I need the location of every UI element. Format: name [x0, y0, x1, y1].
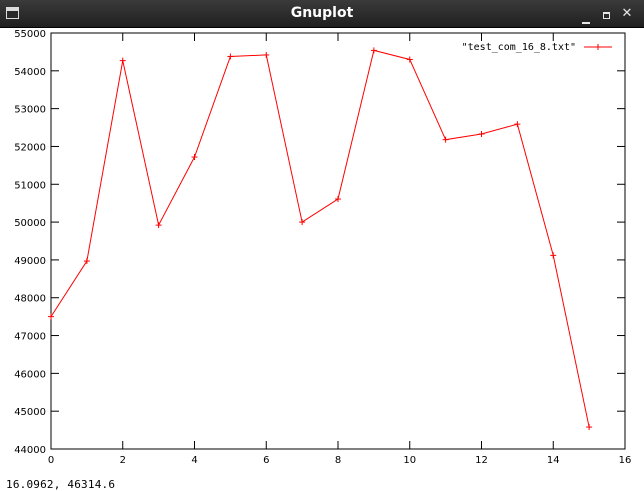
title-bar[interactable]: Gnuplot ✕: [0, 0, 644, 28]
y-tick-label: 53000: [14, 105, 46, 116]
series-line: [50, 49, 590, 428]
data-point: [514, 121, 521, 128]
x-tick-label: 10: [403, 455, 416, 466]
data-point: [119, 57, 126, 64]
plot-border: [50, 32, 626, 450]
x-tick-label: 8: [335, 455, 341, 466]
x-tick-label: 14: [547, 455, 560, 466]
coordinate-readout: 16.0962, 46314.6: [6, 478, 116, 491]
x-tick-label: 0: [48, 455, 54, 466]
y-tick-label: 50000: [14, 218, 46, 229]
y-tick-label: 47000: [14, 332, 46, 343]
data-point: [406, 56, 413, 63]
data-point: [442, 136, 449, 143]
y-tick-label: 45000: [14, 407, 46, 418]
data-point: [478, 130, 485, 137]
x-tick-label: 16: [619, 455, 632, 466]
minimize-icon: [582, 22, 590, 24]
data-point: [550, 252, 557, 259]
y-tick-label: 55000: [14, 29, 46, 40]
data-point: [48, 313, 54, 320]
data-point: [335, 196, 341, 203]
data-point: [586, 424, 593, 431]
window-title: Gnuplot: [290, 5, 354, 21]
y-tick-label: 48000: [14, 294, 46, 305]
maximize-icon: [602, 12, 610, 19]
data-point: [227, 53, 234, 60]
data-point: [263, 51, 270, 58]
data-point: [83, 258, 90, 265]
plot-canvas[interactable]: 44000 45000 46000 47000 48000 49000 50000 51000…: [0, 28, 644, 478]
y-tick-label: 51000: [14, 180, 46, 191]
data-point: [191, 154, 198, 161]
x-tick-label: 12: [475, 455, 488, 466]
x-tick-label: 2: [120, 455, 126, 466]
data-point: [155, 222, 162, 229]
y-tick-label: 54000: [14, 67, 46, 78]
window-menu-icon[interactable]: [6, 7, 19, 19]
data-point: [370, 47, 377, 54]
x-tick-label: 4: [191, 455, 197, 466]
legend-label: "test_com_16_8.txt": [462, 42, 576, 53]
x-tick-label: 6: [263, 455, 269, 466]
minimize-button[interactable]: [577, 5, 595, 24]
y-tick-label: 52000: [14, 142, 46, 153]
maximize-button[interactable]: [597, 5, 615, 23]
data-point: [299, 219, 306, 226]
y-tick-label: 44000: [14, 445, 46, 456]
y-tick-label: 49000: [14, 256, 46, 267]
y-tick-label: 46000: [14, 369, 46, 380]
close-icon: ✕: [621, 6, 633, 21]
close-button[interactable]: ✕: [618, 5, 636, 23]
